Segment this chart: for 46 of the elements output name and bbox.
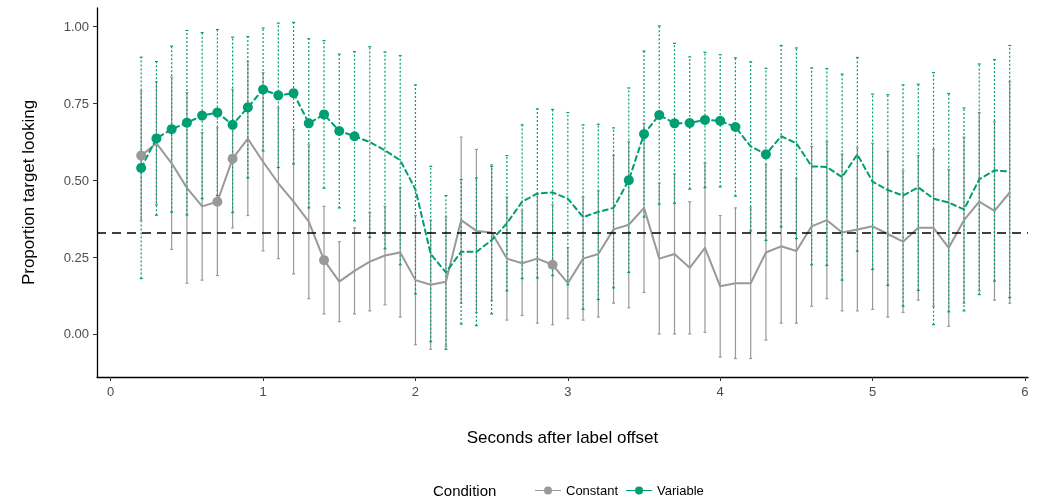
y-axis-title: Proportion target looking — [19, 99, 38, 286]
y-tick-label: 0.00 — [63, 326, 89, 342]
point — [669, 118, 680, 129]
point — [684, 118, 695, 128]
point — [288, 88, 299, 99]
point — [623, 175, 634, 186]
point — [715, 115, 726, 126]
point — [136, 150, 147, 161]
point — [334, 126, 345, 136]
x-tick-label: 3 — [564, 384, 572, 399]
point — [730, 122, 741, 132]
point — [319, 109, 330, 120]
point — [166, 124, 177, 135]
point — [699, 114, 710, 125]
x-tick-label: 2 — [411, 384, 420, 399]
x-tick-label: 4 — [716, 384, 724, 399]
point — [258, 84, 269, 95]
point — [181, 117, 192, 128]
legend-title: Condition — [433, 482, 497, 499]
point — [319, 255, 330, 266]
point — [639, 129, 650, 140]
y-tick-label: 1.00 — [63, 18, 89, 34]
y-tick-label: 0.75 — [63, 95, 89, 111]
legend-label: Variable — [657, 483, 704, 498]
legend-label: Constant — [566, 483, 619, 498]
x-tick-label: 1 — [259, 384, 267, 399]
point — [212, 107, 223, 118]
x-tick-label: 5 — [868, 384, 877, 399]
point — [760, 149, 771, 160]
point — [212, 196, 223, 207]
point — [654, 110, 665, 121]
point — [303, 118, 314, 129]
point — [151, 133, 162, 144]
point — [547, 259, 558, 270]
x-axis-title: Seconds after label offset — [466, 428, 659, 447]
point — [136, 162, 147, 173]
y-tick-label: 0.50 — [63, 172, 89, 188]
point — [349, 131, 360, 142]
point — [273, 90, 284, 101]
x-tick-label: 6 — [1021, 384, 1029, 399]
y-tick-label: 0.25 — [63, 249, 89, 265]
point — [227, 153, 238, 164]
point — [242, 102, 253, 113]
point — [227, 119, 238, 130]
point — [197, 110, 208, 121]
x-tick-label: 0 — [107, 384, 115, 399]
